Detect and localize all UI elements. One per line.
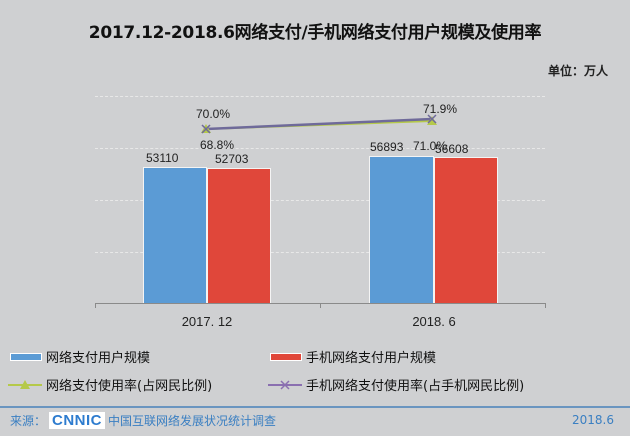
source-name: 中国互联网络发展状况统计调查 bbox=[108, 414, 277, 428]
x-marker-icon bbox=[427, 114, 437, 124]
bar-network-payment-2017-12 bbox=[143, 167, 207, 303]
unit-label: 单位：万人 bbox=[547, 64, 608, 78]
axis-tick bbox=[545, 303, 546, 308]
source-line: 来源： CNNIC 中国互联网络发展状况统计调查 bbox=[10, 412, 276, 429]
bar-value-label: 52703 bbox=[215, 152, 249, 166]
mobile-rate-label: 70.0% bbox=[196, 107, 231, 121]
axis-tick bbox=[320, 303, 321, 308]
legend-item-network-payment-users: 网络支付用户规模 bbox=[10, 347, 150, 366]
footer-date: 2018.6 bbox=[572, 413, 614, 427]
x-marker-icon bbox=[201, 124, 211, 134]
legend-item-mobile-payment-rate: 手机网络支付使用率(占手机网民比例) bbox=[268, 375, 524, 394]
x-tick-label: 2017. 12 bbox=[181, 314, 233, 329]
network-rate-label: 68.8% bbox=[200, 138, 235, 152]
gridline bbox=[95, 200, 545, 201]
legend-swatch-icon bbox=[270, 352, 302, 361]
bar-value-label: 56893 bbox=[370, 140, 404, 154]
legend-label: 手机网络支付使用率(占手机网民比例) bbox=[306, 379, 525, 394]
cnnic-logo: CNNIC bbox=[49, 412, 106, 429]
bar-mobile-payment-2018-6 bbox=[434, 157, 498, 303]
source-prefix: 来源： bbox=[10, 414, 47, 428]
axis-tick bbox=[95, 303, 96, 308]
footer-divider bbox=[0, 406, 630, 408]
x-line-icon bbox=[268, 379, 302, 390]
bar-value-label: 56608 bbox=[435, 142, 469, 156]
bar-value-label: 53110 bbox=[146, 151, 179, 165]
legend-swatch-icon bbox=[10, 352, 42, 361]
mobile-rate-label: 71.9% bbox=[423, 102, 458, 116]
x-tick-label: 2018. 6 bbox=[412, 314, 456, 329]
triangle-marker-icon bbox=[427, 116, 437, 125]
legend-label: 手机网络支付用户规模 bbox=[306, 351, 437, 366]
gridline bbox=[95, 252, 545, 253]
network-rate-label: 71.0% bbox=[413, 139, 448, 153]
legend-label: 网络支付使用率(占网民比例) bbox=[46, 379, 213, 394]
triangle-line-icon bbox=[8, 379, 42, 389]
gridline bbox=[95, 148, 545, 149]
legend-label: 网络支付用户规模 bbox=[46, 351, 151, 366]
legend-item-mobile-payment-users: 手机网络支付用户规模 bbox=[270, 347, 436, 366]
chart-title: 2017.12-2018.6网络支付/手机网络支付用户规模及使用率 bbox=[88, 23, 542, 43]
gridline bbox=[95, 96, 545, 97]
legend-item-network-payment-rate: 网络支付使用率(占网民比例) bbox=[8, 375, 212, 394]
bar-network-payment-2018-6 bbox=[369, 156, 434, 303]
bar-mobile-payment-2017-12 bbox=[207, 168, 271, 303]
